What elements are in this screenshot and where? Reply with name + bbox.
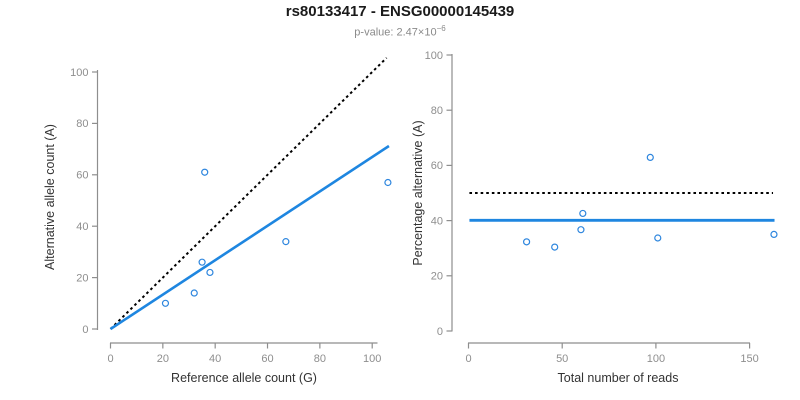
y-tick-label: 20 (431, 271, 443, 283)
data-point (646, 153, 654, 161)
x-tick-label: 0 (465, 353, 471, 365)
x-tick-label: 150 (740, 353, 758, 365)
x-tick-label: 100 (363, 353, 381, 365)
data-point (579, 209, 587, 218)
panel-left: 0 20 40 60 80 100 0 20 40 60 80 100 (70, 57, 392, 365)
x-axis-title-left: Reference allele count (G) (171, 371, 317, 385)
y-tick-label: 100 (70, 67, 88, 79)
y-tick-label: 80 (431, 105, 443, 117)
y-tick-label: 80 (76, 118, 88, 130)
data-point (770, 230, 778, 238)
data-point (206, 268, 214, 277)
y-tick-label: 60 (76, 170, 88, 182)
y-tick-label: 0 (82, 324, 88, 336)
y-tick-label: 40 (431, 215, 443, 227)
figure-title: rs80133417 - ENSG00000145439 (285, 3, 515, 20)
x-tick-label: 0 (107, 353, 113, 365)
y-axis-title-left: Alternative allele count (A) (43, 124, 57, 270)
y-axis-title-right: Percentage alternative (A) (411, 120, 425, 265)
x-tick-label: 50 (556, 353, 568, 365)
pvalue-text: p-value: 2.47×10 (354, 26, 437, 39)
data-point (577, 226, 585, 234)
data-point (198, 258, 206, 266)
y-tick-label: 100 (425, 50, 443, 62)
y-tick-label: 60 (431, 160, 443, 172)
x-tick-label: 80 (314, 353, 326, 365)
x-tick-label: 40 (209, 353, 221, 365)
data-point (384, 178, 392, 187)
data-point (190, 289, 198, 297)
x-tick-label: 20 (157, 353, 169, 365)
panel-right: 0 50 100 150 0 20 40 60 80 100 (425, 50, 778, 365)
figure-subtitle: p-value: 2.47×10−6 (0, 22, 800, 40)
figure-header: rs80133417 - ENSG00000145439 p-value: 2.… (0, 4, 800, 40)
y-tick-label: 20 (76, 272, 88, 284)
data-point (161, 299, 170, 307)
y-tick-label: 40 (76, 221, 88, 233)
identity-line (109, 57, 388, 330)
data-point (551, 243, 559, 251)
pvalue-exponent: −6 (436, 24, 446, 33)
fit-line (109, 144, 390, 331)
data-point (201, 168, 209, 176)
x-tick-label: 60 (261, 353, 273, 365)
data-point (282, 238, 290, 246)
x-axis-title-right: Total number of reads (558, 371, 679, 385)
data-point (522, 238, 531, 246)
data-point (654, 234, 662, 242)
x-tick-label: 100 (647, 353, 665, 365)
y-tick-label: 0 (437, 326, 443, 338)
